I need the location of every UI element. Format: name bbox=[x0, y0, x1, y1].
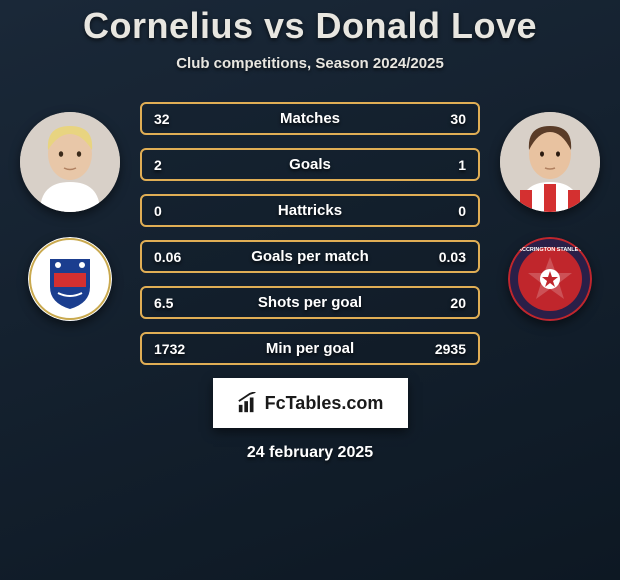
subtitle: Club competitions, Season 2024/2025 bbox=[0, 55, 620, 72]
stats-column: 32 Matches 30 2 Goals 1 0 Hattricks 0 0.… bbox=[140, 102, 480, 365]
stat-value-right: 20 bbox=[416, 295, 466, 311]
stat-value-left: 0 bbox=[154, 203, 204, 219]
stat-value-left: 1732 bbox=[154, 341, 204, 357]
left-club-crest bbox=[28, 237, 112, 321]
stat-label: Min per goal bbox=[204, 340, 416, 357]
svg-text:ACCRINGTON STANLEY: ACCRINGTON STANLEY bbox=[518, 247, 582, 253]
stat-label: Matches bbox=[204, 110, 416, 127]
watermark: FcTables.com bbox=[213, 378, 408, 428]
left-player-column bbox=[15, 102, 125, 321]
player-avatar-icon bbox=[20, 112, 120, 212]
date: 24 february 2025 bbox=[0, 444, 620, 462]
stat-value-right: 30 bbox=[416, 111, 466, 127]
right-player-avatar bbox=[500, 112, 600, 212]
club-crest-icon: ACCRINGTON STANLEY bbox=[508, 237, 592, 321]
stat-value-right: 1 bbox=[416, 157, 466, 173]
club-crest-icon bbox=[28, 237, 112, 321]
right-player-column: ACCRINGTON STANLEY bbox=[495, 102, 605, 321]
watermark-text: FcTables.com bbox=[265, 393, 384, 414]
stat-value-right: 0.03 bbox=[416, 249, 466, 265]
stat-bar-goals: 2 Goals 1 bbox=[140, 148, 480, 181]
stat-value-left: 0.06 bbox=[154, 249, 204, 265]
stat-bar-shots-per-goal: 6.5 Shots per goal 20 bbox=[140, 286, 480, 319]
left-player-avatar bbox=[20, 112, 120, 212]
main-row: 32 Matches 30 2 Goals 1 0 Hattricks 0 0.… bbox=[0, 102, 620, 365]
stat-bar-matches: 32 Matches 30 bbox=[140, 102, 480, 135]
stat-bar-goals-per-match: 0.06 Goals per match 0.03 bbox=[140, 240, 480, 273]
player-avatar-icon bbox=[500, 112, 600, 212]
page-title: Cornelius vs Donald Love bbox=[0, 5, 620, 47]
stat-bar-min-per-goal: 1732 Min per goal 2935 bbox=[140, 332, 480, 365]
stat-value-right: 2935 bbox=[416, 341, 466, 357]
stat-value-left: 6.5 bbox=[154, 295, 204, 311]
stat-value-left: 2 bbox=[154, 157, 204, 173]
right-club-crest: ACCRINGTON STANLEY bbox=[508, 237, 592, 321]
comparison-card: Cornelius vs Donald Love Club competitio… bbox=[0, 0, 620, 462]
stat-label: Shots per goal bbox=[204, 294, 416, 311]
stat-label: Goals per match bbox=[204, 248, 416, 265]
chart-icon bbox=[237, 392, 259, 414]
stat-value-right: 0 bbox=[416, 203, 466, 219]
stat-label: Goals bbox=[204, 156, 416, 173]
stat-value-left: 32 bbox=[154, 111, 204, 127]
stat-label: Hattricks bbox=[204, 202, 416, 219]
stat-bar-hattricks: 0 Hattricks 0 bbox=[140, 194, 480, 227]
